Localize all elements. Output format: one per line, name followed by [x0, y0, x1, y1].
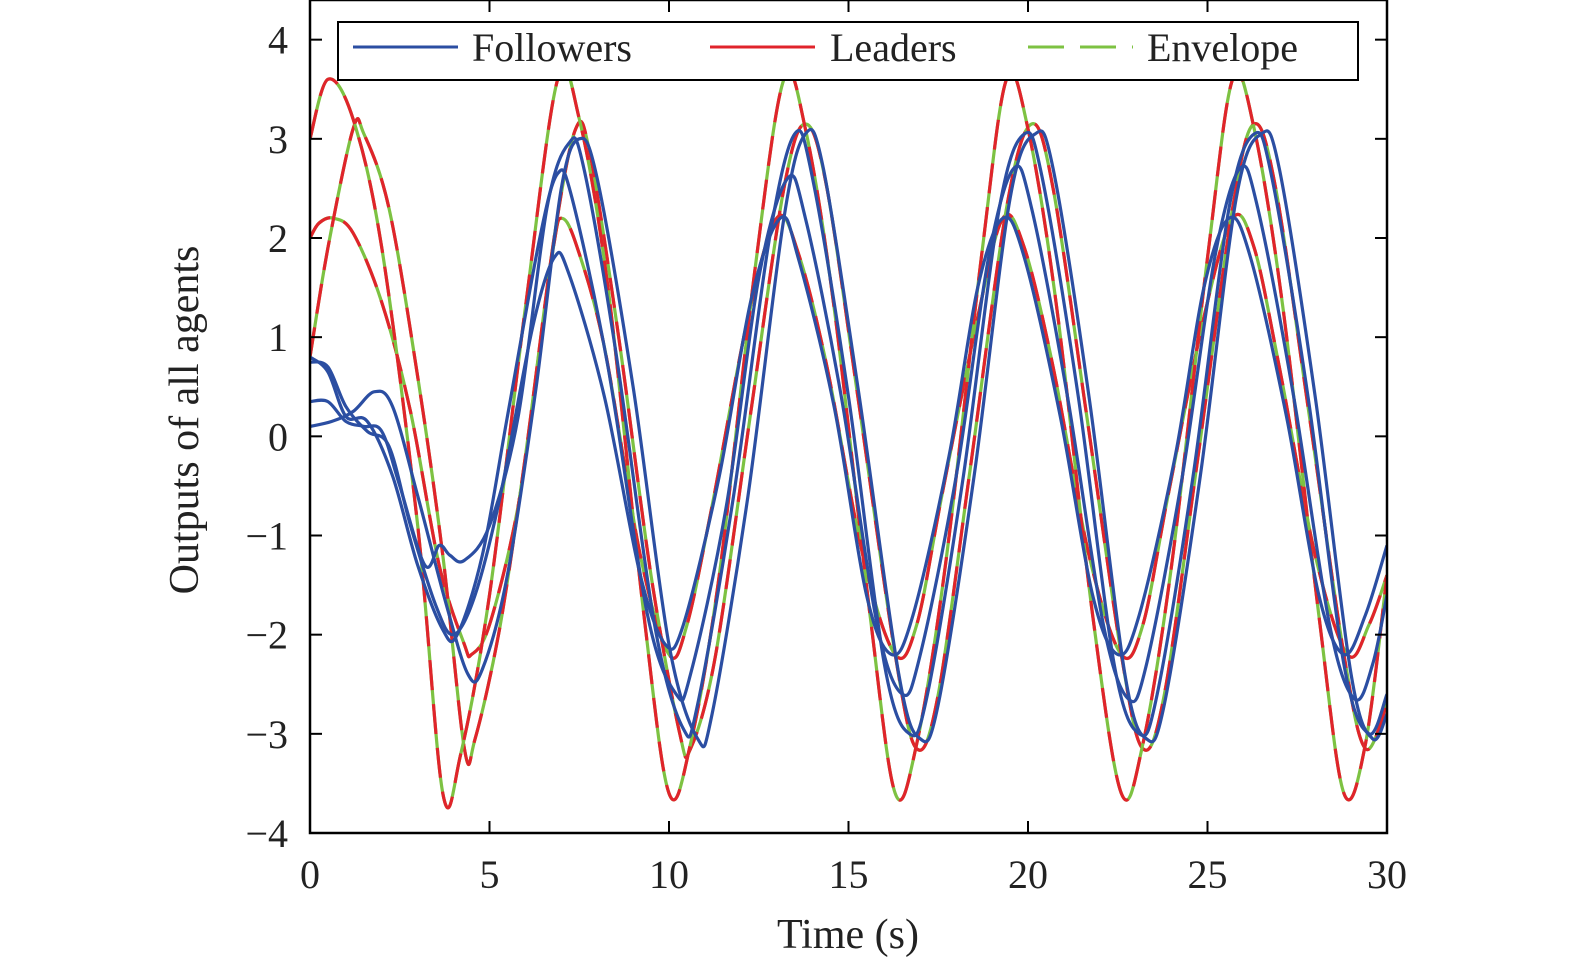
- legend-label-leaders: Leaders: [830, 25, 957, 70]
- x-tick-label: 15: [829, 852, 869, 897]
- follower-series-0: [310, 215, 1387, 657]
- y-tick-label: 2: [268, 216, 288, 261]
- leader-series-2: [310, 65, 1387, 810]
- x-axis-label: Time (s): [777, 912, 919, 958]
- series-layer: [310, 65, 1387, 810]
- y-tick-label: −2: [245, 613, 288, 658]
- x-tick-label: 10: [649, 852, 689, 897]
- legend: Followers Leaders Envelope: [337, 21, 1359, 81]
- x-tick-labels: 0 5 10 15 20 25 30: [300, 852, 1407, 897]
- legend-label-envelope: Envelope: [1147, 25, 1298, 70]
- y-tick-label: 1: [268, 315, 288, 360]
- x-tick-label: 0: [300, 852, 320, 897]
- y-tick-label: −3: [245, 712, 288, 757]
- tick-marks: [309, 0, 1388, 834]
- x-tick-label: 5: [480, 852, 500, 897]
- y-tick-labels: −4 −3 −2 −1 0 1 2 3 4: [245, 18, 288, 856]
- legend-box: [337, 21, 1359, 81]
- y-tick-label: −1: [245, 514, 288, 559]
- y-tick-label: 0: [268, 414, 288, 459]
- legend-label-followers: Followers: [472, 25, 632, 70]
- y-axis-label: Outputs of all agents: [162, 246, 208, 595]
- follower-series-2: [310, 128, 1387, 739]
- y-tick-label: 3: [268, 117, 288, 162]
- follower-series-3: [310, 128, 1387, 749]
- x-tick-label: 25: [1188, 852, 1228, 897]
- x-tick-label: 20: [1008, 852, 1048, 897]
- y-tick-label: 4: [268, 18, 288, 63]
- y-tick-label: −4: [245, 811, 288, 856]
- x-tick-label: 30: [1367, 852, 1407, 897]
